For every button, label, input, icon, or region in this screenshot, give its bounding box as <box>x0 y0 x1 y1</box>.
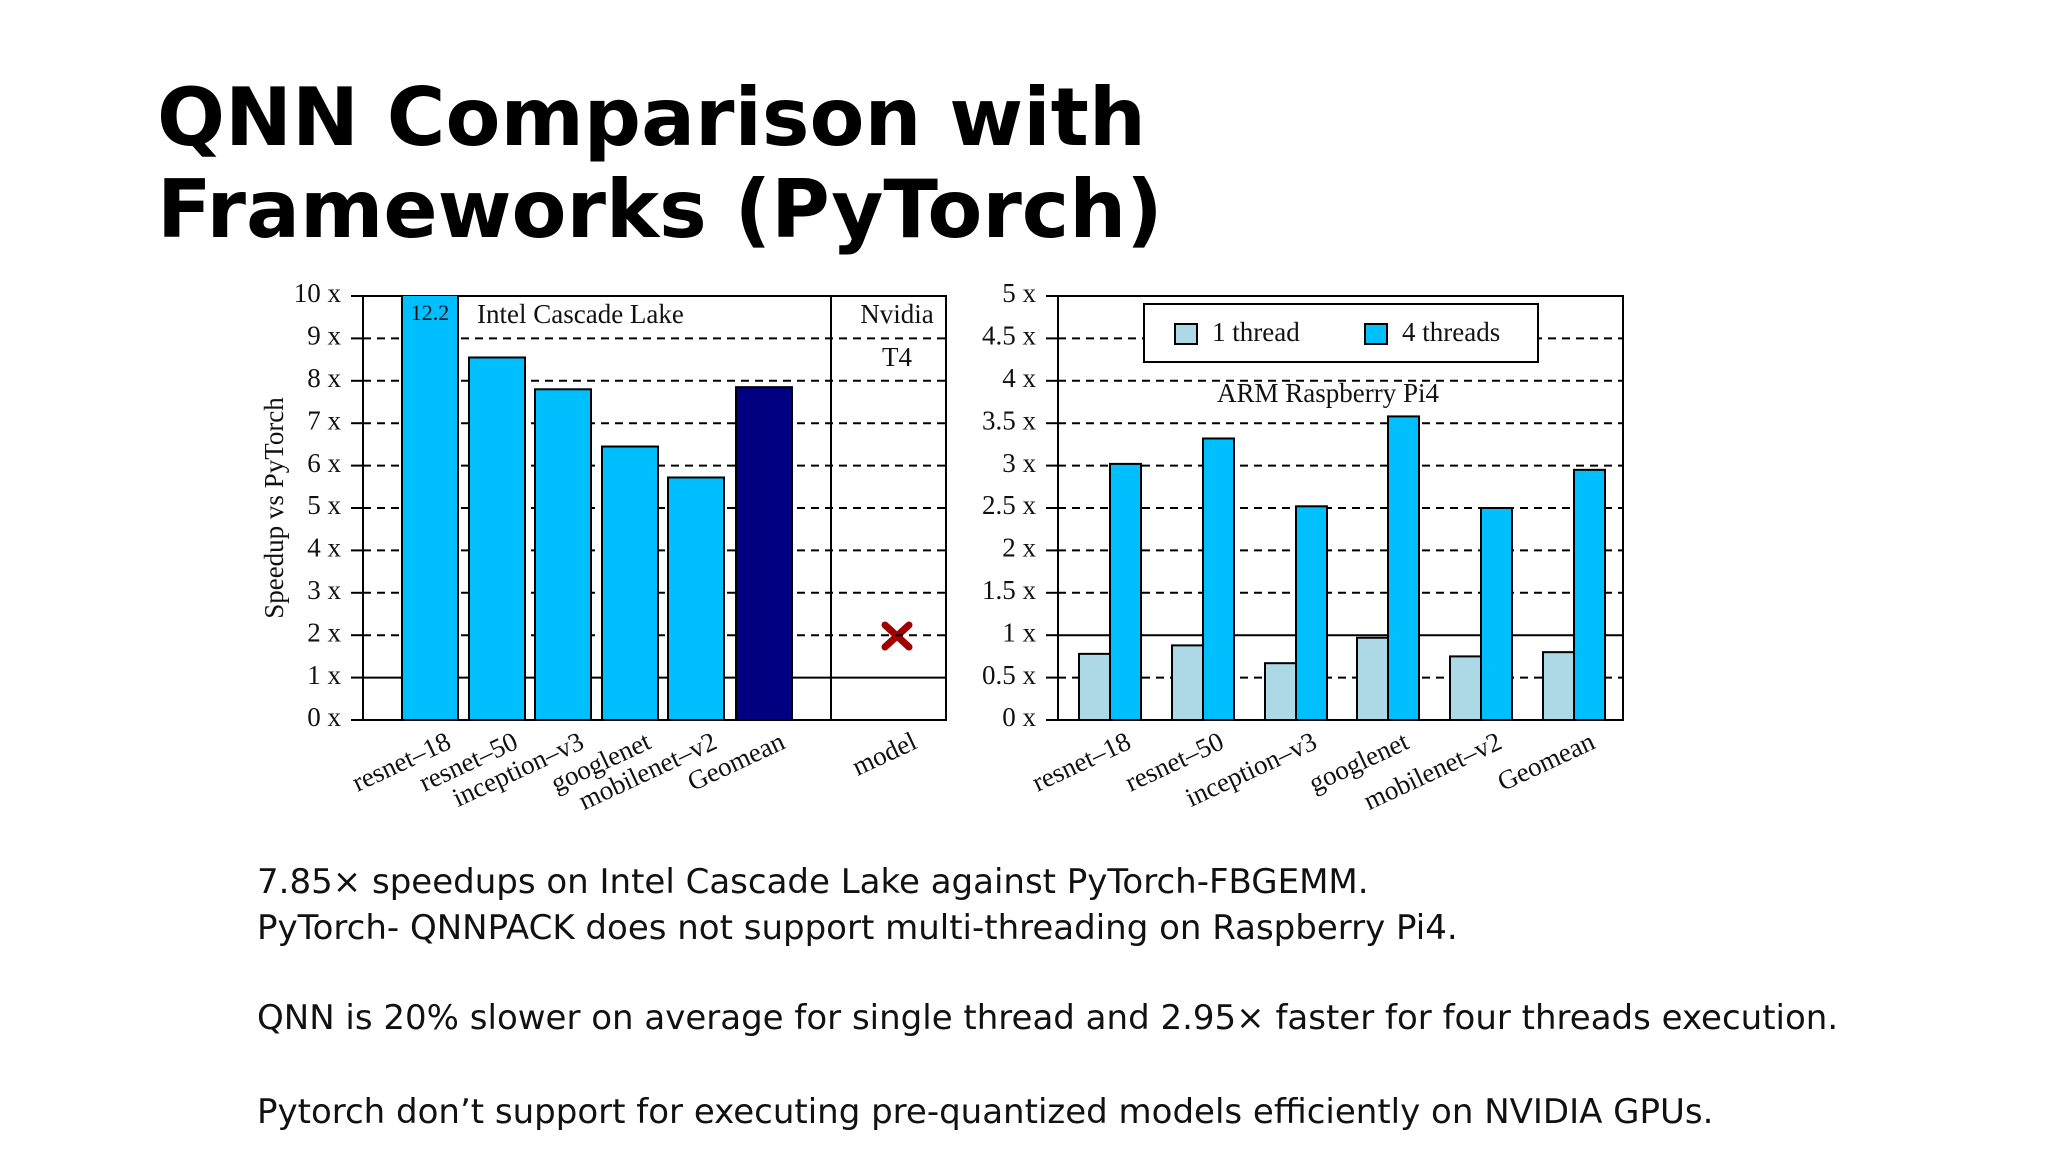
y-tick-label: 4 x <box>1002 363 1036 393</box>
x-tick-label: model <box>847 726 921 782</box>
body-text: PyTorch- QNNPACK does not support multi-… <box>257 908 1458 948</box>
bar <box>468 356 526 720</box>
body-text: 7.85× speedups on Intel Cascade Lake aga… <box>257 862 1369 902</box>
y-tick-label: 0.5 x <box>982 660 1037 690</box>
bar <box>1202 437 1235 721</box>
bar <box>1573 468 1606 721</box>
bar <box>1542 651 1575 721</box>
bar <box>735 386 793 720</box>
y-tick-label: 1 x <box>1002 617 1036 647</box>
annotation: T4 <box>882 342 912 372</box>
y-tick-label: 4.5 x <box>982 321 1037 351</box>
charts: 0 x 1 x 2 x 3 x 4 x 5 x 6 x 7 x 8 x 9 x 10 x resnet… <box>259 278 1624 816</box>
y-axis-label: Speedup vs PyTorch <box>259 397 289 619</box>
bar <box>1387 415 1420 721</box>
y-tick-label: 4 x <box>307 533 341 563</box>
y-tick-label: 3.5 x <box>982 405 1037 435</box>
y-tick-label: 0 x <box>1002 702 1036 732</box>
y-tick-label: 8 x <box>307 363 341 393</box>
x-tick-label: resnet–18 <box>1027 726 1135 798</box>
y-tick-label: 6 x <box>307 448 341 478</box>
body-text: Pytorch don’t support for executing pre-… <box>257 1092 1714 1132</box>
legend-label: 1 thread <box>1212 317 1300 347</box>
y-tick-label: 1.5 x <box>982 575 1037 605</box>
y-tick-label: 10 x <box>294 278 342 308</box>
y-tick-label: 3 x <box>1002 448 1036 478</box>
y-tick-label: 5 x <box>1002 278 1036 308</box>
y-tick-label: 5 x <box>307 490 341 520</box>
legend-swatch <box>1174 323 1198 345</box>
value-label: 12.2 <box>411 300 450 325</box>
x-tick-label: Geomean <box>1493 726 1600 797</box>
y-tick-label: 2.5 x <box>982 490 1037 520</box>
annotation: Nvidia <box>860 299 934 329</box>
y-tick-label: 7 x <box>307 405 341 435</box>
bar <box>401 296 459 720</box>
slide-title: QNN Comparison with Frameworks (PyTorch) <box>157 71 1163 256</box>
bar <box>1078 652 1111 722</box>
legend-swatch <box>1364 323 1388 345</box>
y-tick-label: 0 x <box>307 702 341 732</box>
body-text: QNN is 20% slower on average for single … <box>257 998 1839 1038</box>
y-tick-label: 9 x <box>307 321 341 351</box>
bar <box>1356 636 1389 722</box>
bar <box>1295 505 1328 721</box>
y-tick-label: 2 x <box>1002 533 1036 563</box>
annotation: Intel Cascade Lake <box>477 299 684 329</box>
legend-box <box>1143 303 1539 363</box>
y-tick-label: 3 x <box>307 575 341 605</box>
bar <box>1449 655 1482 722</box>
bar <box>1264 662 1297 722</box>
legend-label: 4 threads <box>1402 317 1500 347</box>
bar <box>534 388 592 720</box>
bar <box>1171 644 1204 721</box>
y-tick-label: 1 x <box>307 660 341 690</box>
bar <box>1480 507 1513 721</box>
bar <box>601 445 659 720</box>
bar <box>667 476 725 720</box>
bar <box>1109 462 1142 721</box>
annotation: ARM Raspberry Pi4 <box>1217 378 1439 408</box>
y-tick-label: 2 x <box>307 617 341 647</box>
